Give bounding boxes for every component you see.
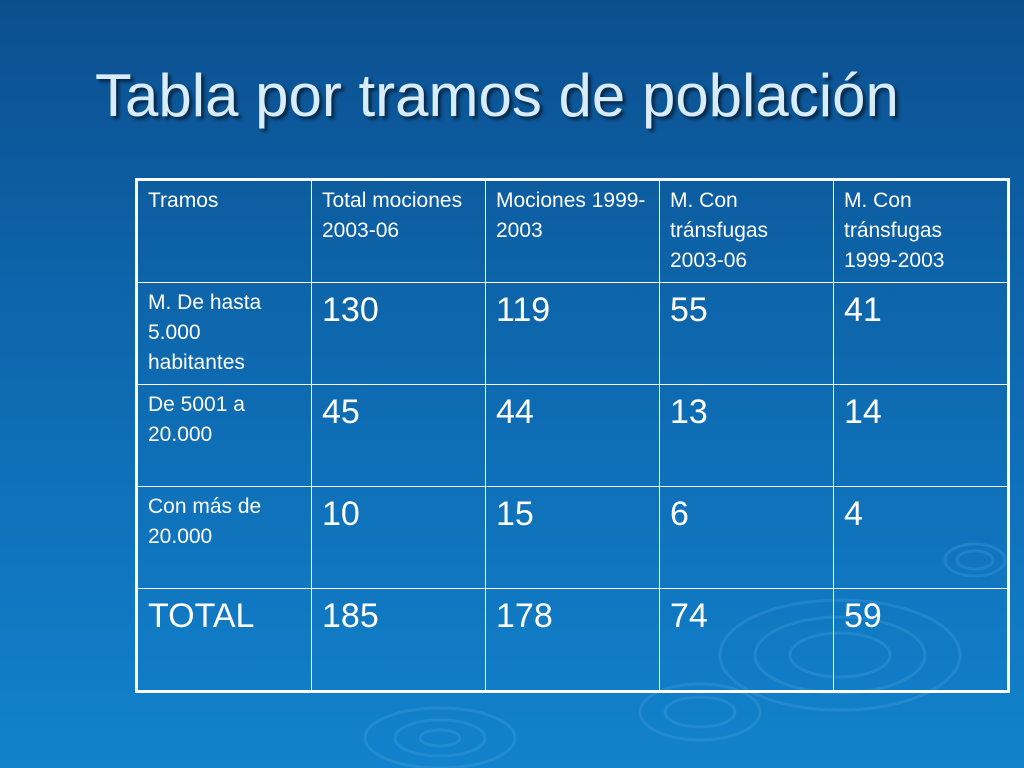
table-cell: 4 — [833, 486, 1009, 589]
table-cell: 10 — [311, 486, 486, 589]
table-cell: 59 — [833, 588, 1009, 692]
header-cell-transfugas-1999: M. Con tránsfugas 1999-2003 — [833, 179, 1009, 283]
header-cell-mociones: Mociones 1999-2003 — [485, 179, 660, 283]
table-row: M. De hasta 5.000 habitantes 130 119 55 … — [136, 282, 1009, 385]
table-total-row: TOTAL 185 178 74 59 — [136, 588, 1009, 692]
header-cell-total-mociones: Total mociones 2003-06 — [311, 179, 486, 283]
table-cell: 55 — [659, 282, 834, 385]
table-cell: 44 — [485, 384, 660, 487]
table-row: De 5001 a 20.000 45 44 13 14 — [136, 384, 1009, 487]
row-label: M. De hasta 5.000 habitantes — [136, 282, 312, 385]
table-cell: 41 — [833, 282, 1009, 385]
table-cell: 14 — [833, 384, 1009, 487]
slide-title: Tabla por tramos de población — [95, 62, 899, 129]
table-cell: 185 — [311, 588, 486, 692]
table-cell: 119 — [485, 282, 660, 385]
table-cell: 178 — [485, 588, 660, 692]
table-header-row: Tramos Total mociones 2003-06 Mociones 1… — [136, 179, 1009, 283]
row-label: De 5001 a 20.000 — [136, 384, 312, 487]
table-cell: 130 — [311, 282, 486, 385]
data-table: Tramos Total mociones 2003-06 Mociones 1… — [135, 178, 1010, 693]
table-row: Con más de 20.000 10 15 6 4 — [136, 486, 1009, 589]
total-label: TOTAL — [136, 588, 312, 692]
table-cell: 45 — [311, 384, 486, 487]
table-cell: 13 — [659, 384, 834, 487]
table-cell: 6 — [659, 486, 834, 589]
row-label: Con más de 20.000 — [136, 486, 312, 589]
header-cell-tramos: Tramos — [136, 179, 312, 283]
table-cell: 15 — [485, 486, 660, 589]
header-cell-transfugas-2003: M. Con tránsfugas 2003-06 — [659, 179, 834, 283]
table-cell: 74 — [659, 588, 834, 692]
